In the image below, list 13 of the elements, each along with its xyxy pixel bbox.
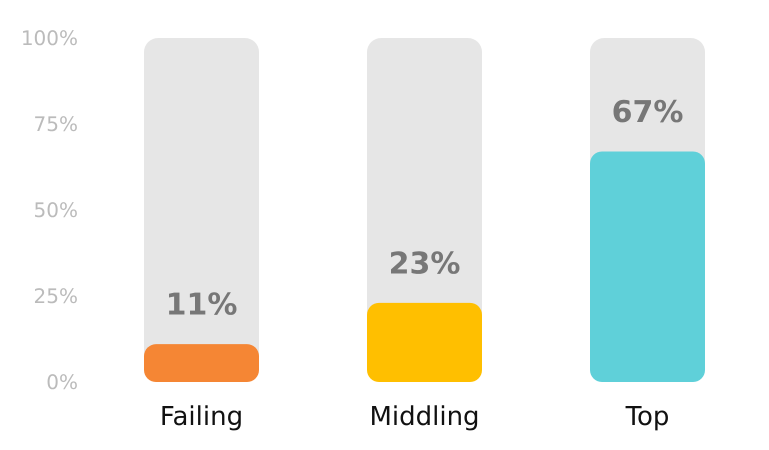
y-tick-label: 0% — [46, 370, 78, 394]
y-tick-label: 75% — [34, 112, 78, 136]
y-tick-label: 50% — [34, 198, 78, 222]
bar — [367, 302, 482, 382]
data-label: 23% — [388, 246, 460, 282]
x-tick-label: Failing — [160, 402, 244, 432]
x-tick-label: Top — [624, 402, 670, 432]
x-tick-label: Middling — [369, 402, 480, 432]
bar — [144, 344, 259, 382]
data-label: 11% — [166, 288, 238, 323]
data-label: 67% — [612, 95, 684, 130]
y-tick-label: 25% — [34, 284, 78, 308]
y-tick-label: 100% — [20, 26, 78, 50]
